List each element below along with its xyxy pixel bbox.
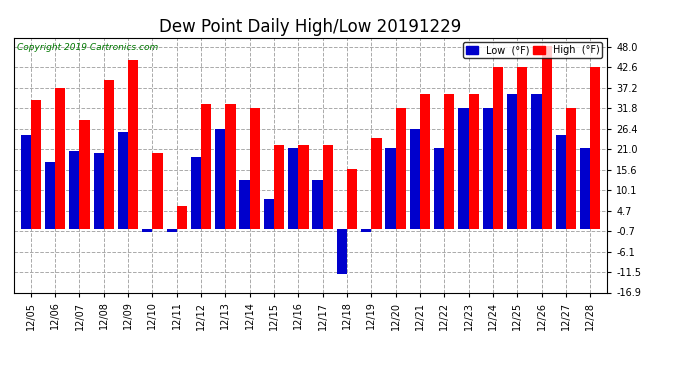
Bar xyxy=(555,135,566,228)
Bar xyxy=(518,67,527,228)
Bar xyxy=(469,94,479,228)
Bar xyxy=(21,135,31,228)
Bar xyxy=(274,146,284,228)
Bar xyxy=(128,60,138,228)
Bar xyxy=(104,80,114,228)
Bar xyxy=(313,180,323,228)
Bar xyxy=(590,67,600,228)
Bar xyxy=(323,146,333,228)
Bar xyxy=(434,148,444,228)
Bar xyxy=(31,100,41,228)
Bar xyxy=(444,94,455,228)
Bar xyxy=(420,94,430,228)
Bar xyxy=(152,153,163,228)
Bar xyxy=(94,153,104,228)
Bar xyxy=(226,104,235,228)
Bar xyxy=(507,94,518,228)
Bar xyxy=(55,88,66,228)
Bar xyxy=(483,108,493,228)
Title: Dew Point Daily High/Low 20191229: Dew Point Daily High/Low 20191229 xyxy=(159,18,462,36)
Bar xyxy=(337,228,347,274)
Bar xyxy=(298,146,308,228)
Bar xyxy=(177,206,187,228)
Bar xyxy=(166,228,177,232)
Bar xyxy=(361,228,371,232)
Bar xyxy=(371,138,382,228)
Bar xyxy=(410,129,420,228)
Bar xyxy=(288,148,298,228)
Bar xyxy=(458,108,469,228)
Bar xyxy=(191,157,201,228)
Bar xyxy=(542,46,552,228)
Bar xyxy=(580,148,590,228)
Bar xyxy=(201,104,211,228)
Bar xyxy=(250,108,260,228)
Bar xyxy=(386,148,395,228)
Bar xyxy=(395,108,406,228)
Bar xyxy=(142,228,152,232)
Bar xyxy=(118,132,128,228)
Bar xyxy=(69,151,79,228)
Bar xyxy=(493,67,503,228)
Bar xyxy=(239,180,250,228)
Bar xyxy=(215,129,226,228)
Bar xyxy=(79,120,90,228)
Legend: Low  (°F), High  (°F): Low (°F), High (°F) xyxy=(464,42,602,58)
Text: Copyright 2019 Cartronics.com: Copyright 2019 Cartronics.com xyxy=(17,43,158,52)
Bar xyxy=(264,199,274,228)
Bar xyxy=(45,162,55,228)
Bar xyxy=(531,94,542,228)
Bar xyxy=(347,169,357,228)
Bar xyxy=(566,108,576,228)
